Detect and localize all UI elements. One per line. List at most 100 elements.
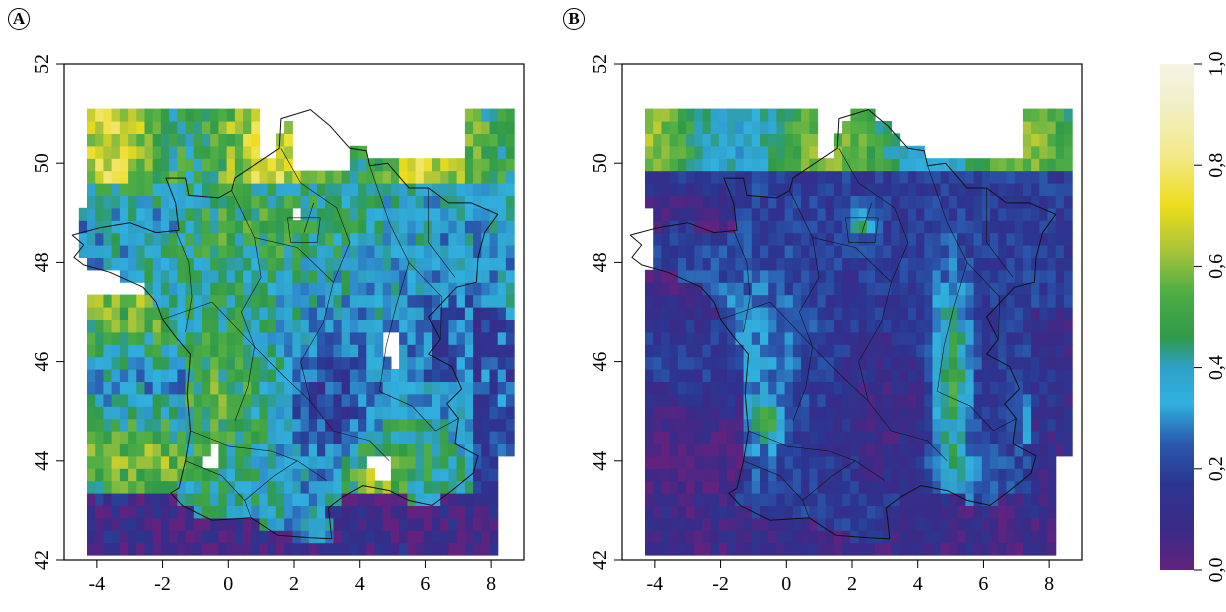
raster-cell (309, 518, 318, 531)
raster-cell (678, 195, 687, 208)
raster-cell (727, 307, 736, 320)
raster-cell (965, 295, 974, 308)
raster-cell (128, 257, 137, 270)
raster-cell (727, 270, 736, 283)
raster-cell (908, 419, 917, 432)
raster-cell (342, 468, 351, 481)
raster-cell (1006, 295, 1015, 308)
raster-cell (809, 530, 818, 543)
raster-cell (333, 468, 342, 481)
raster-cell (375, 208, 384, 221)
raster-cell (251, 208, 260, 221)
raster-cell (103, 406, 112, 419)
raster-cell (210, 419, 219, 432)
raster-cell (1015, 505, 1024, 518)
raster-cell (653, 208, 662, 221)
raster-cell (908, 158, 917, 171)
raster-cell (826, 332, 835, 345)
raster-cell (703, 158, 712, 171)
raster-cell (186, 146, 195, 159)
raster-cell (933, 332, 942, 345)
raster-cell (128, 468, 137, 481)
raster-cell (136, 257, 145, 270)
raster-cell (916, 456, 925, 469)
raster-cell (284, 133, 293, 146)
raster-cell (924, 208, 933, 221)
raster-cell (719, 133, 728, 146)
raster-cell (1048, 456, 1057, 469)
raster-cell (260, 245, 269, 258)
raster-cell (333, 530, 342, 543)
raster-cell (448, 245, 457, 258)
raster-cell (399, 220, 408, 233)
raster-cell (982, 158, 991, 171)
raster-cell (325, 270, 334, 283)
raster-cell (867, 443, 876, 456)
raster-cell (161, 245, 170, 258)
raster-cell (686, 195, 695, 208)
raster-cell (227, 431, 236, 444)
raster-cell (1048, 121, 1057, 134)
raster-cell (686, 332, 695, 345)
raster-cell (243, 121, 252, 134)
raster-cell (145, 282, 154, 295)
raster-cell (161, 543, 170, 556)
raster-cell (276, 481, 285, 494)
raster-cell (301, 295, 310, 308)
raster-cell (251, 518, 260, 531)
raster-cell (112, 171, 121, 184)
raster-cell (407, 381, 416, 394)
raster-cell (284, 183, 293, 196)
raster-cell (95, 419, 104, 432)
raster-cell (342, 505, 351, 518)
raster-cell (924, 220, 933, 233)
raster-cell (424, 505, 433, 518)
raster-cell (103, 208, 112, 221)
raster-cell (703, 282, 712, 295)
raster-cell (218, 381, 227, 394)
raster-cell (850, 518, 859, 531)
raster-cell (686, 133, 695, 146)
raster-cell (87, 121, 96, 134)
raster-cell (916, 233, 925, 246)
raster-cell (908, 505, 917, 518)
raster-cell (448, 456, 457, 469)
raster-cell (1023, 121, 1032, 134)
raster-cell (103, 332, 112, 345)
raster-cell (251, 493, 260, 506)
raster-cell (407, 195, 416, 208)
raster-cell (1056, 406, 1065, 419)
raster-cell (933, 245, 942, 258)
raster-cell (678, 295, 687, 308)
raster-cell (161, 406, 170, 419)
raster-cell (177, 245, 186, 258)
raster-cell (719, 530, 728, 543)
raster-cell (194, 133, 203, 146)
raster-cell (301, 282, 310, 295)
raster-cell (243, 220, 252, 233)
raster-cell (194, 208, 203, 221)
raster-cell (842, 518, 851, 531)
raster-cell (768, 109, 777, 122)
raster-cell (465, 133, 474, 146)
raster-cell (87, 443, 96, 456)
raster-cell (850, 406, 859, 419)
raster-cell (481, 518, 490, 531)
raster-cell (292, 344, 301, 357)
raster-cell (325, 543, 334, 556)
raster-cell (949, 208, 958, 221)
raster-cell (317, 518, 326, 531)
raster-cell (301, 257, 310, 270)
raster-cell (145, 319, 154, 332)
raster-cell (235, 543, 244, 556)
raster-cell (202, 357, 211, 370)
raster-cell (891, 282, 900, 295)
raster-cell (768, 493, 777, 506)
raster-cell (1031, 543, 1040, 556)
raster-cell (128, 369, 137, 382)
raster-cell (1015, 493, 1024, 506)
raster-cell (227, 543, 236, 556)
raster-cell (1056, 332, 1065, 345)
raster-cell (834, 431, 843, 444)
raster-cell (645, 357, 654, 370)
